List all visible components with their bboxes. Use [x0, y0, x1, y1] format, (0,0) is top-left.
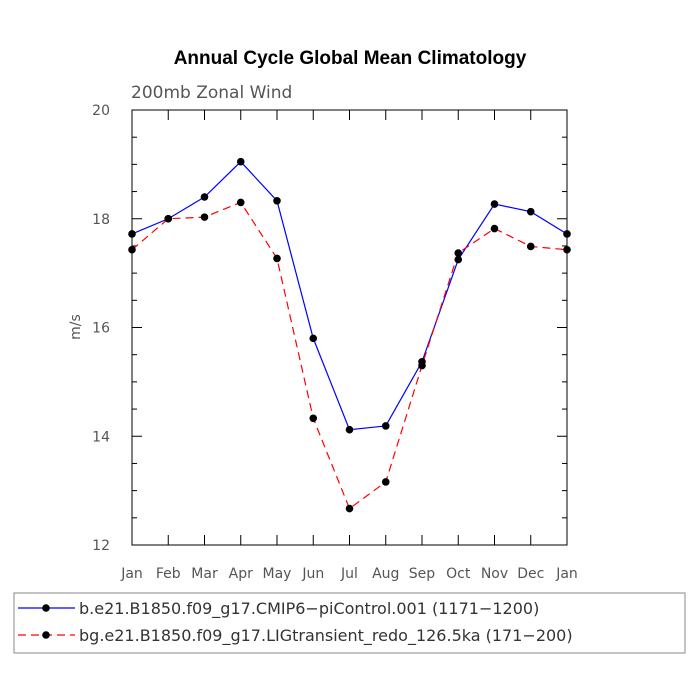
data-point-0-6: [345, 425, 354, 434]
data-point-1-0: [128, 245, 136, 254]
legend-box: [13, 592, 686, 654]
data-point-0-9: [454, 255, 463, 264]
plot-frame: [131, 109, 568, 546]
series-line-0: [131, 160, 568, 431]
data-point-1-2: [200, 213, 209, 221]
data-point-0-7: [381, 422, 390, 430]
x-tick-label: Nov: [481, 566, 508, 582]
x-tick-label: Sep: [409, 566, 436, 582]
data-point-0-4: [273, 197, 281, 205]
data-point-1-7: [381, 478, 390, 486]
axis-ticks: Jan Feb Mar Apr May Jun Jul Aug Sep Oct Nov Dec Jan 1…: [92, 103, 578, 582]
series-layer: [128, 157, 571, 513]
data-point-0-12: [563, 230, 571, 238]
data-point-1-10: [490, 224, 499, 233]
x-tick-label: Dec: [517, 566, 544, 582]
x-tick-label: Jun: [301, 566, 324, 582]
x-tick-label: Feb: [156, 566, 181, 582]
legend-marker-LIGtransient: [42, 631, 50, 639]
data-point-0-3: [236, 157, 245, 166]
x-tick-label: Oct: [446, 566, 471, 582]
legend-marker-piControl: [42, 604, 50, 612]
y-tick-label: 16: [92, 321, 110, 337]
data-point-1-12: [563, 245, 571, 254]
data-point-1-1: [164, 214, 173, 223]
legend-label-piControl: b.e21.B1850.f09_g17.CMIP6−piControl.001 …: [79, 599, 539, 619]
data-point-1-9: [454, 249, 463, 257]
data-point-0-10: [490, 200, 499, 208]
chart-title: Annual Cycle Global Mean Climatology: [174, 48, 527, 69]
data-point-0-2: [200, 193, 209, 201]
y-tick-label: 12: [92, 538, 110, 554]
legend: b.e21.B1850.f09_g17.CMIP6−piControl.001 …: [13, 592, 686, 654]
y-axis-label: m/s: [68, 314, 84, 340]
x-tick-label: Aug: [372, 566, 399, 582]
data-point-1-5: [309, 414, 318, 423]
x-tick-label: Jan: [555, 566, 578, 582]
data-point-1-6: [345, 504, 354, 513]
data-point-0-0: [128, 230, 136, 238]
data-point-1-3: [236, 198, 245, 207]
data-point-0-11: [526, 207, 535, 216]
y-tick-label: 20: [92, 103, 110, 119]
x-tick-label: Mar: [191, 566, 218, 582]
y-tick-label: 14: [92, 429, 110, 445]
x-tick-label: Jul: [340, 566, 358, 582]
x-tick-label: May: [263, 566, 292, 582]
chart-subtitle: 200mb Zonal Wind: [131, 83, 292, 103]
y-tick-label: 18: [92, 212, 110, 228]
x-tick-label: Apr: [229, 566, 253, 582]
x-tick-label: Jan: [120, 566, 143, 582]
data-point-1-4: [273, 254, 281, 263]
data-point-0-5: [309, 334, 318, 343]
legend-label-LIGtransient: bg.e21.B1850.f09_g17.LIGtransient_redo_1…: [79, 626, 573, 646]
series-line-1: [131, 201, 568, 510]
data-point-1-8: [418, 361, 426, 370]
data-point-1-11: [526, 242, 535, 251]
